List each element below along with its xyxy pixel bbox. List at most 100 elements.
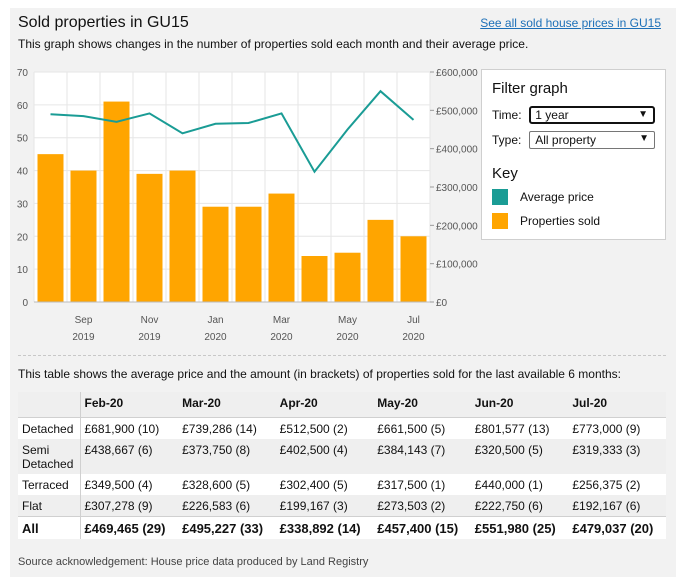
- price-cell: £495,227 (33): [178, 515, 276, 539]
- month-header: Apr-20: [275, 392, 374, 418]
- x-tick-month: Jan: [207, 315, 223, 326]
- property-type-cell: Flat: [18, 494, 81, 516]
- time-select[interactable]: 1 year ▼: [529, 106, 655, 124]
- bar-properties-sold: [103, 101, 130, 302]
- month-header: Jun-20: [470, 392, 569, 418]
- x-tick-month: Sep: [75, 315, 93, 326]
- bar-properties-sold: [70, 170, 97, 302]
- sales-table: Feb-20 Mar-20 Apr-20 May-20 Jun-20 Jul-2…: [18, 392, 666, 539]
- price-cell: £226,583 (6): [178, 494, 276, 516]
- price-cell: £384,143 (7): [373, 438, 471, 474]
- month-header: Feb-20: [80, 392, 179, 418]
- price-cell: £801,577 (13): [474, 421, 550, 436]
- key-item-properties-sold: Properties sold: [492, 213, 655, 229]
- key-heading: Key: [492, 165, 518, 182]
- bar-properties-sold: [37, 154, 64, 302]
- y-left-tick-label: 60: [17, 101, 29, 112]
- table-row-terraced: Terraced £349,500 (4) £328,600 (5) £302,…: [18, 473, 666, 495]
- page-title: Sold properties in GU15: [18, 14, 189, 31]
- key-item-average-price: Average price: [492, 189, 655, 205]
- table-row-detached: Detached £681,900 (10) £739,286 (14) £51…: [18, 417, 666, 439]
- y-left-tick-label: 30: [17, 199, 29, 210]
- type-select-value: All property: [535, 133, 596, 147]
- y-left-tick-label: 70: [17, 68, 29, 79]
- price-cell: £551,980 (25): [470, 515, 569, 539]
- table-description: This table shows the average price and t…: [18, 367, 621, 381]
- price-cell: £317,500 (1): [377, 477, 446, 492]
- type-select[interactable]: All property ▼: [529, 131, 655, 149]
- section-divider: [18, 355, 666, 356]
- table-row-semi-detached: Semi Detached £438,667 (6) £373,750 (8) …: [18, 438, 666, 474]
- price-cell: £338,892 (14): [275, 515, 374, 539]
- price-cell: £319,333 (3): [568, 438, 666, 474]
- price-cell: £222,750 (6): [470, 494, 569, 516]
- price-cell: £469,465 (29): [80, 515, 179, 539]
- month-header: Mar-20: [178, 392, 276, 418]
- bar-properties-sold: [235, 206, 262, 302]
- graph-description: This graph shows changes in the number o…: [18, 37, 529, 51]
- price-cell: £199,167 (3): [275, 494, 374, 516]
- chevron-down-icon: ▼: [638, 109, 648, 120]
- y-left-tick-label: 0: [22, 298, 28, 309]
- price-cell: £440,000 (1): [474, 477, 543, 492]
- bar-properties-sold: [301, 256, 328, 302]
- price-cell: £512,500 (2): [279, 421, 348, 436]
- key-label: Average price: [520, 190, 594, 204]
- type-header: [18, 392, 81, 418]
- average-price-swatch: [492, 189, 508, 205]
- y-right-tick-label: £400,000: [436, 145, 478, 156]
- y-right-tick-label: £500,000: [436, 106, 478, 117]
- time-label: Time:: [492, 108, 522, 122]
- property-type-cell: Terraced: [18, 473, 81, 495]
- bar-properties-sold: [169, 170, 196, 302]
- filter-graph-box: Filter graph Time: 1 year ▼ Type: All pr…: [481, 69, 666, 240]
- y-right-tick-label: £600,000: [436, 68, 478, 79]
- price-cell: £192,167 (6): [568, 494, 666, 516]
- price-cell: £302,400 (5): [279, 477, 348, 492]
- x-tick-year: 2020: [402, 332, 425, 343]
- table-row-flat: Flat £307,278 (9) £226,583 (6) £199,167 …: [18, 494, 666, 516]
- table-row-all: All £469,465 (29) £495,227 (33) £338,892…: [18, 515, 666, 539]
- price-cell: £273,503 (2): [373, 494, 471, 516]
- bar-properties-sold: [400, 236, 427, 302]
- price-cell: £438,667 (6): [80, 438, 179, 474]
- price-cell: £402,500 (4): [275, 438, 374, 474]
- price-cell: £739,286 (14): [182, 421, 257, 436]
- bar-properties-sold: [334, 252, 361, 302]
- price-cell: £328,600 (5): [182, 477, 251, 492]
- price-cell: £373,750 (8): [178, 438, 276, 474]
- price-cell: £661,500 (5): [377, 421, 446, 436]
- property-type-cell: Semi Detached: [18, 438, 81, 474]
- y-right-tick-label: £300,000: [436, 183, 478, 194]
- x-tick-month: Jul: [407, 315, 420, 326]
- price-cell: £681,900 (10): [84, 421, 160, 436]
- month-header: May-20: [373, 392, 471, 418]
- price-cell: £349,500 (4): [84, 477, 153, 492]
- price-cell: £479,037 (20): [568, 515, 666, 539]
- y-left-tick-label: 40: [17, 167, 29, 178]
- bar-properties-sold: [202, 206, 229, 302]
- see-all-sold-prices-link[interactable]: See all sold house prices in GU15: [480, 16, 661, 30]
- filter-heading: Filter graph: [492, 80, 568, 97]
- x-tick-month: May: [338, 315, 357, 326]
- line-average-price: [50, 89, 415, 174]
- time-select-value: 1 year: [535, 108, 569, 122]
- x-tick-month: Mar: [273, 315, 291, 326]
- property-type-cell: All: [18, 515, 81, 539]
- table-header-row: Feb-20 Mar-20 Apr-20 May-20 Jun-20 Jul-2…: [18, 392, 666, 418]
- x-tick-year: 2019: [72, 332, 95, 343]
- y-left-tick-label: 20: [17, 232, 29, 243]
- chevron-down-icon: ▼: [639, 133, 649, 144]
- price-cell: £457,400 (15): [373, 515, 471, 539]
- property-type-cell: Detached: [18, 417, 81, 439]
- y-right-tick-label: £200,000: [436, 221, 478, 232]
- y-left-tick-label: 50: [17, 134, 29, 145]
- key-label: Properties sold: [520, 214, 601, 228]
- x-tick-year: 2020: [204, 332, 227, 343]
- properties-sold-swatch: [492, 213, 508, 229]
- y-right-tick-label: £100,000: [436, 260, 478, 271]
- x-tick-year: 2020: [270, 332, 293, 343]
- sales-price-chart: 0 10 20 30 40 50 60 70 £0 £100,000 £200,000 £300,00…: [17, 68, 478, 343]
- bar-properties-sold: [136, 173, 163, 302]
- source-acknowledgement: Source acknowledgement: House price data…: [18, 556, 369, 568]
